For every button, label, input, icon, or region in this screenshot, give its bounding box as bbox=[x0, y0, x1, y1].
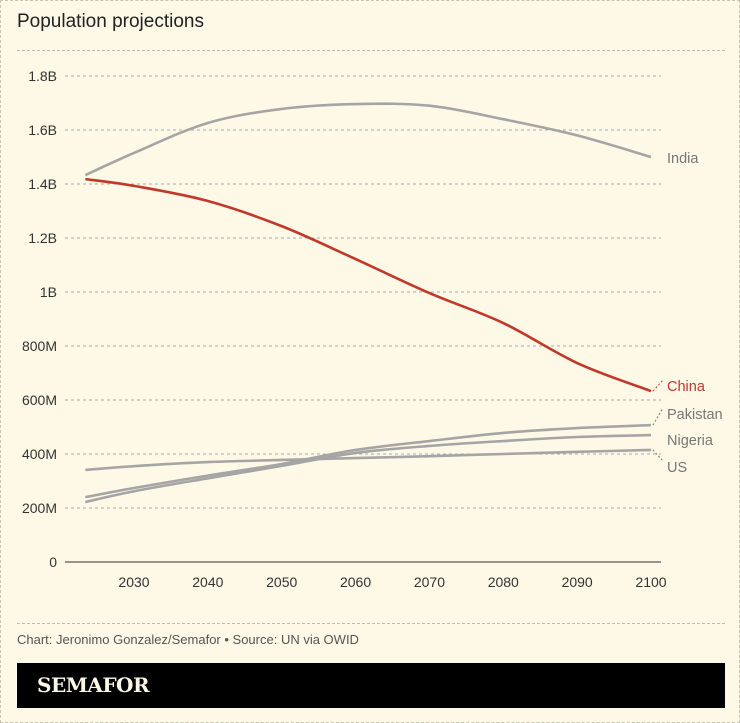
series-label-pakistan: Pakistan bbox=[667, 407, 723, 423]
series-line-us bbox=[85, 448, 652, 472]
y-tick-label: 600M bbox=[22, 392, 57, 408]
series-label-india: India bbox=[667, 151, 699, 167]
x-tick-label: 2030 bbox=[118, 574, 149, 590]
divider bbox=[17, 50, 725, 51]
x-tick-label: 2060 bbox=[340, 574, 371, 590]
x-tick-label: 2100 bbox=[635, 574, 666, 590]
series-label-china: China bbox=[667, 379, 706, 395]
label-leader bbox=[652, 449, 664, 462]
label-leader bbox=[652, 407, 664, 426]
x-tick-label: 2090 bbox=[562, 574, 593, 590]
x-tick-label: 2080 bbox=[488, 574, 519, 590]
chart-credit: Chart: Jeronimo Gonzalez/Semafor • Sourc… bbox=[17, 632, 359, 647]
y-tick-label: 400M bbox=[22, 446, 57, 462]
y-tick-label: 1B bbox=[40, 284, 57, 300]
series-line-india bbox=[84, 102, 652, 177]
x-tick-label: 2040 bbox=[192, 574, 223, 590]
series-line-nigeria bbox=[85, 433, 652, 504]
divider bbox=[17, 623, 725, 624]
line-chart: 0 200M 400M 600M 800M 1B 1.2B 1.4B 1.6B 1.8B 2030 2… bbox=[22, 68, 723, 590]
label-leader bbox=[652, 379, 664, 392]
series-line-china bbox=[85, 177, 652, 393]
series-label-us: US bbox=[667, 460, 687, 476]
y-tick-label: 200M bbox=[22, 500, 57, 516]
footer-bar: SEMAFOR bbox=[17, 663, 725, 708]
y-tick-label: 1.2B bbox=[28, 230, 57, 246]
x-tick-label: 2070 bbox=[414, 574, 445, 590]
y-tick-label: 1.4B bbox=[28, 176, 57, 192]
semafor-logo: SEMAFOR bbox=[37, 673, 150, 697]
chart-title: Population projections bbox=[17, 11, 204, 32]
y-tick-label: 0 bbox=[49, 554, 57, 570]
series-line-pakistan bbox=[85, 423, 652, 499]
x-tick-label: 2050 bbox=[266, 574, 297, 590]
y-tick-label: 800M bbox=[22, 338, 57, 354]
y-tick-label: 1.8B bbox=[28, 68, 57, 84]
y-tick-label: 1.6B bbox=[28, 122, 57, 138]
series-label-nigeria: Nigeria bbox=[667, 433, 714, 449]
